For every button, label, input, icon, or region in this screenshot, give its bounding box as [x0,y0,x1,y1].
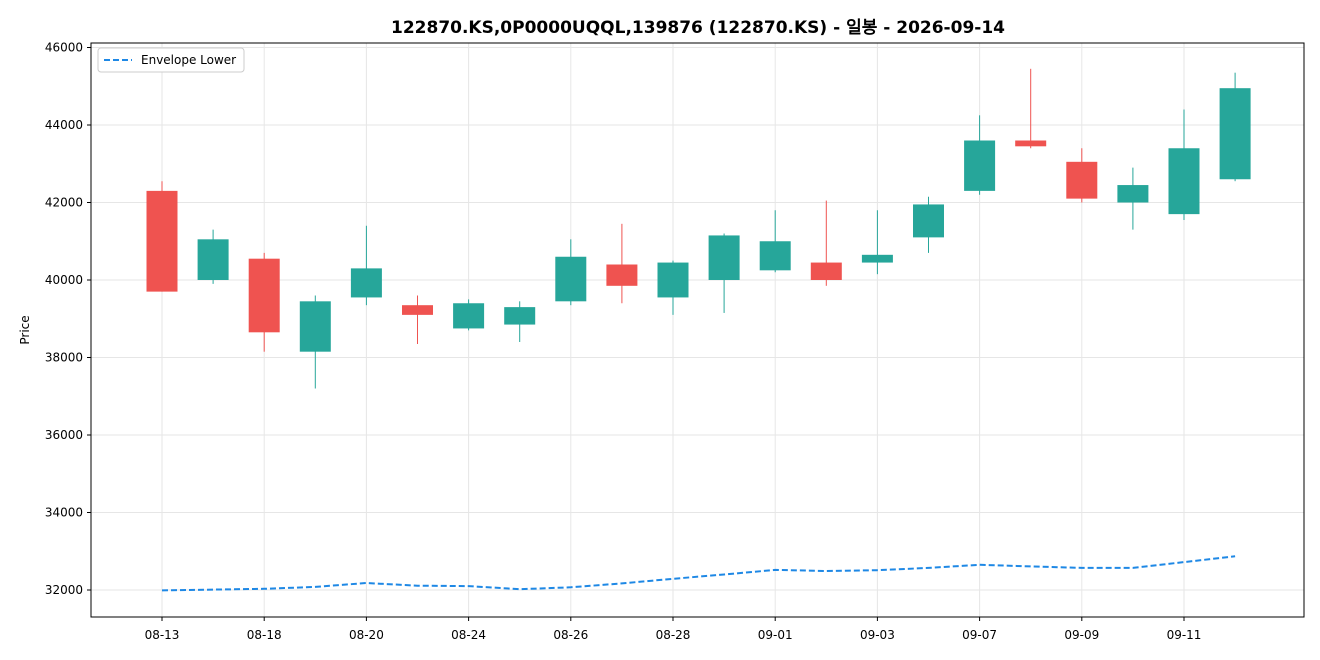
candle-body [146,190,178,292]
y-tick-label: 36000 [45,428,83,442]
candle-body [964,140,996,191]
x-axis: 08-13 08-18 08-20 08-24 08-26 08-28 09-01 09-03… [145,617,1202,642]
candle-body [606,264,638,286]
candle-body [1117,185,1149,203]
grid [91,43,1304,617]
x-tick-label: 09-07 [962,628,997,642]
y-tick-label: 32000 [45,583,83,597]
candle-body [248,258,280,333]
x-tick-label: 08-26 [553,628,588,642]
candle-body [197,239,229,280]
x-tick-label: 08-28 [656,628,691,642]
y-tick-label: 40000 [45,273,83,287]
x-tick-label: 09-01 [758,628,793,642]
x-tick-label: 08-20 [349,628,384,642]
envelope-lower-line [161,555,1236,592]
x-tick-label: 08-24 [451,628,486,642]
candle-body [657,262,689,298]
candle-body [504,307,536,325]
candle-body [1015,140,1047,147]
x-tick-label: 08-13 [145,628,180,642]
candle-body [1168,148,1200,215]
chart-title: 122870.KS,0P0000UQQL,139876 (122870.KS) … [391,18,1005,38]
candles [146,68,1251,389]
y-tick-label: 42000 [45,196,83,210]
candle-body [810,262,842,280]
x-tick-label: 09-09 [1064,628,1099,642]
x-tick-label: 09-03 [860,628,895,642]
y-tick-label: 38000 [45,351,83,365]
y-tick-label: 44000 [45,118,83,132]
envelope-lower-series [161,555,1236,592]
y-tick-label: 34000 [45,506,83,520]
candle-body [861,254,893,263]
y-axis-label: Price [18,315,32,344]
legend: Envelope Lower [97,47,245,73]
legend-box [97,47,245,73]
candle-body [759,241,791,271]
candle-body [1219,88,1251,180]
x-tick-label: 09-11 [1167,628,1202,642]
legend-envelope-label: Envelope Lower [141,53,236,67]
candle-body [1066,161,1098,199]
candle-body [913,204,944,238]
candle-body [350,268,382,298]
candle-body [708,235,740,280]
y-tick-label: 46000 [45,41,83,55]
y-axis: 32000 34000 36000 38000 40000 42000 44000 46000 [45,41,91,597]
candle-body [402,305,433,315]
candle-body [299,301,331,352]
x-tick-label: 08-18 [247,628,282,642]
candle-body [453,303,485,329]
plot-frame [90,42,1305,618]
candle-body [555,256,587,302]
